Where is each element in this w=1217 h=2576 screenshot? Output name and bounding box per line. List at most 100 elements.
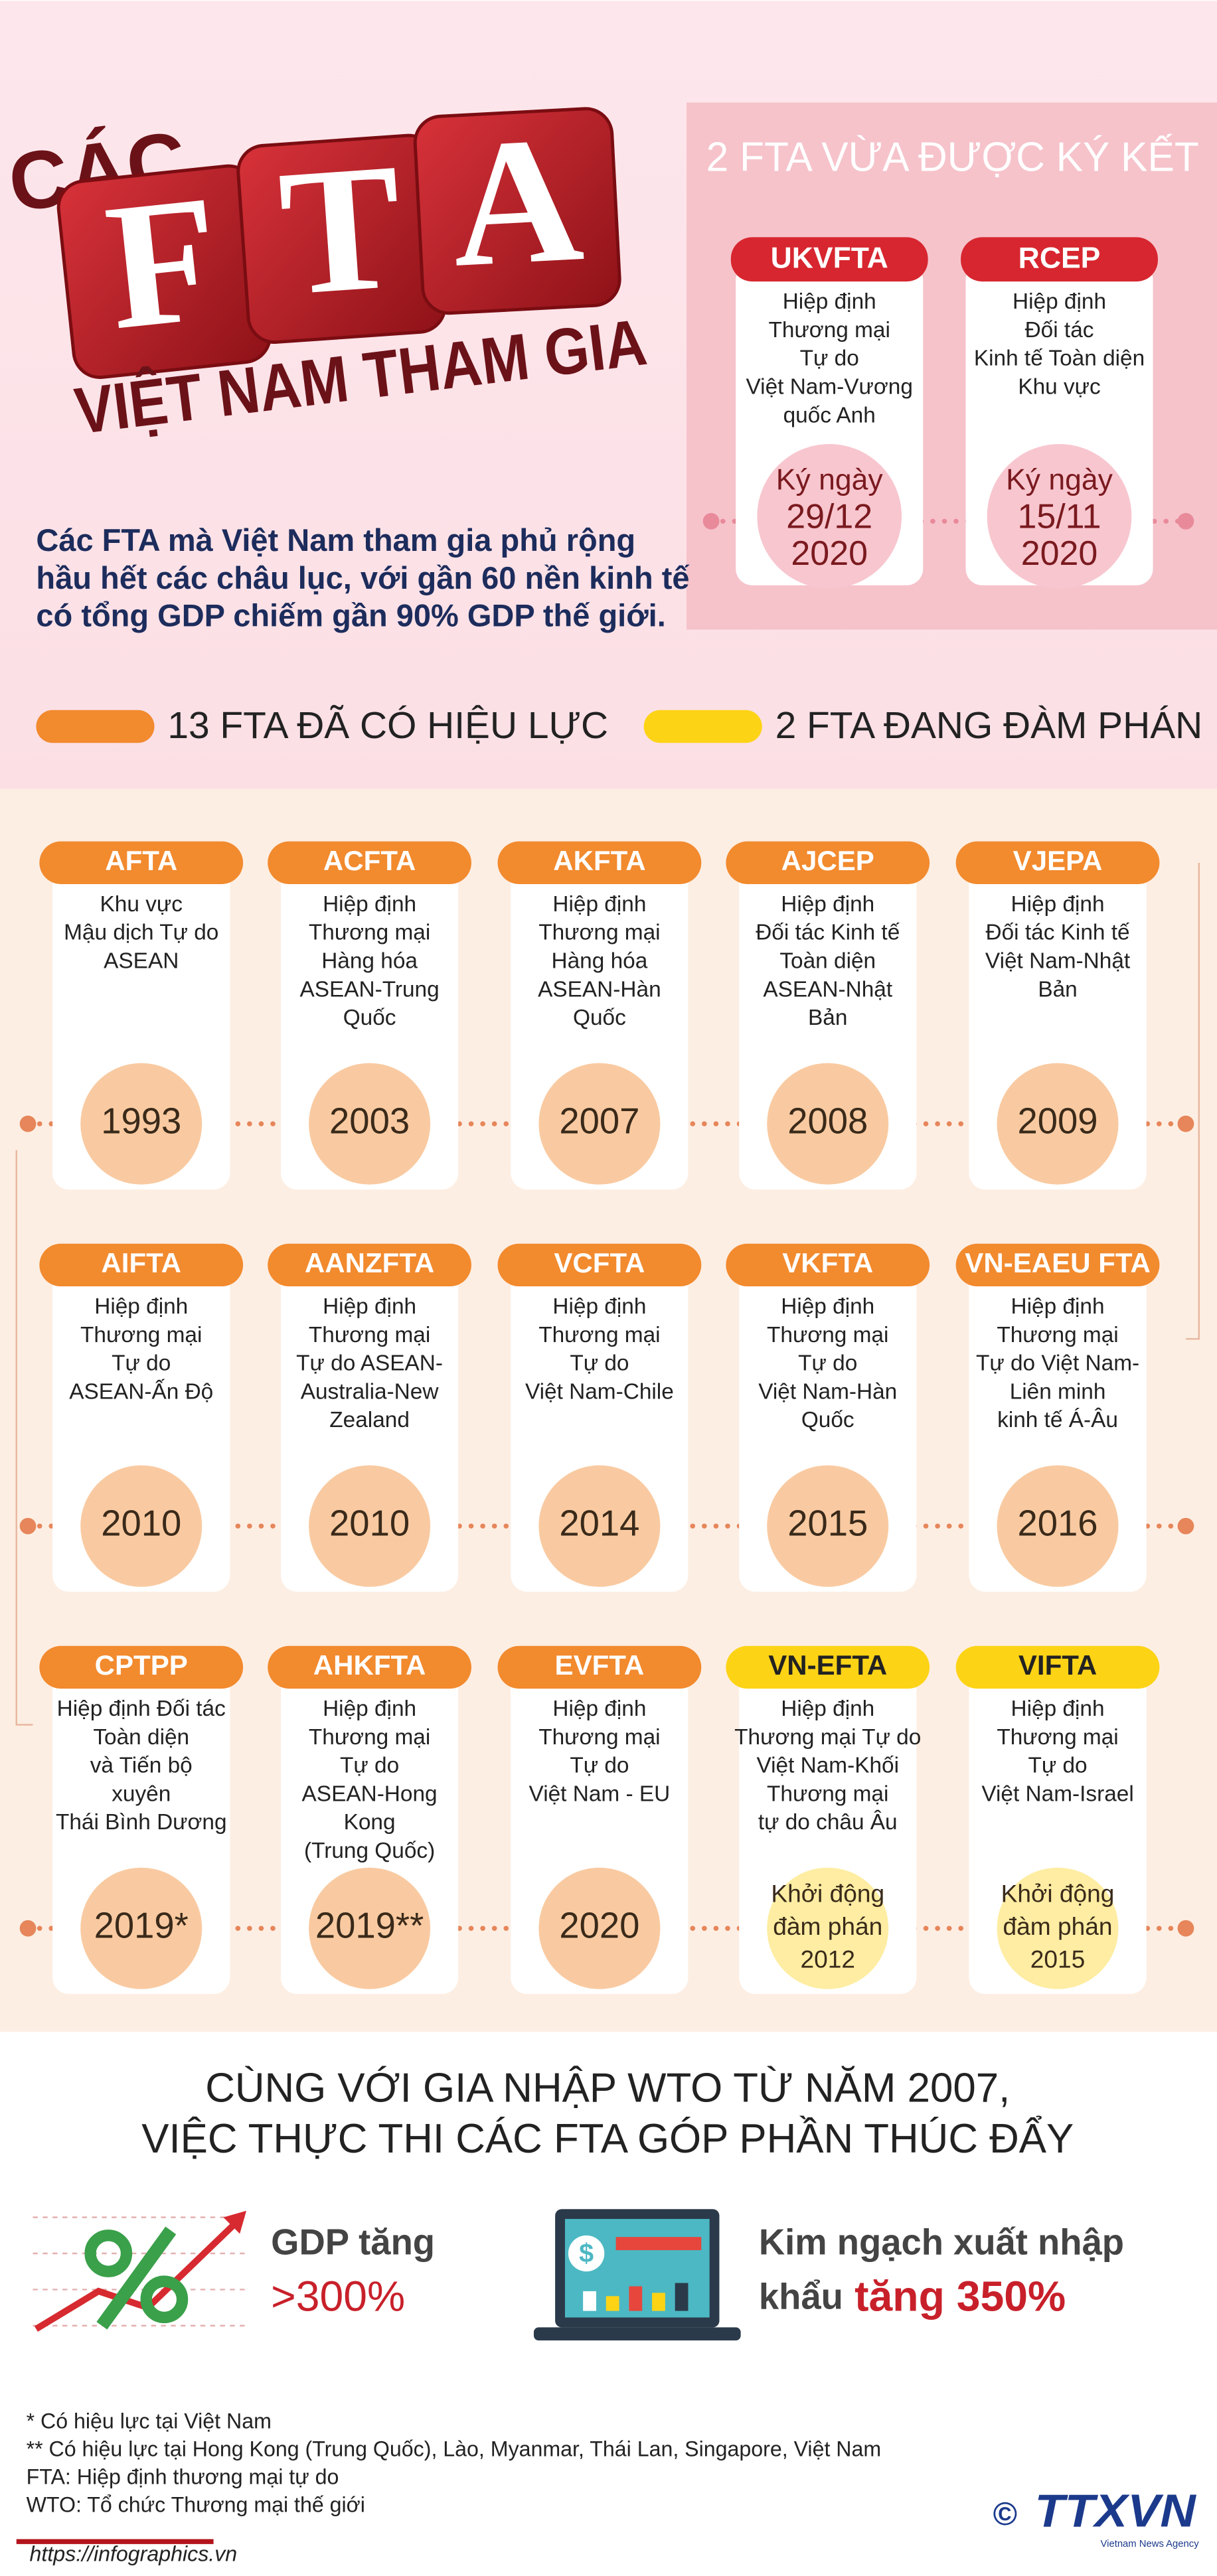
fta-name-pill (955, 841, 1160, 884)
stat-value: tăng 350% (854, 2272, 1066, 2320)
fta-desc: Việt Nam-Chile (525, 1379, 674, 1404)
fta-desc: Kong (344, 1810, 396, 1835)
fta-desc: Toàn diện (93, 1725, 189, 1750)
fta-year: 2019** (315, 1906, 424, 1946)
fta-desc: Hàng hóa (552, 949, 648, 974)
fta-card (281, 861, 459, 1190)
fta-card (511, 1263, 689, 1592)
year-circle (538, 1063, 661, 1185)
signed-date: 2020 (791, 534, 868, 573)
year-circle (80, 1063, 203, 1185)
fta-desc: Tự do (1028, 1754, 1087, 1778)
svg-text:$: $ (579, 2239, 594, 2268)
legend-label: 2 FTA ĐANG ĐÀM PHÁN (775, 704, 1203, 747)
fta-card (969, 861, 1147, 1190)
fta-desc: ASEAN-Ấn Độ (69, 1379, 213, 1404)
fta-name-pill (39, 841, 244, 884)
intro-text: có tổng GDP chiếm gần 90% GDP thế giới. (36, 598, 665, 633)
fta-desc: Việt Nam-Khối (756, 1754, 899, 1778)
connector-lines (15, 862, 1200, 1726)
fta-desc: ASEAN-Nhật (763, 977, 892, 1002)
fta-year: Khởi động (1001, 1880, 1115, 1908)
fta-desc: Zealand (329, 1408, 410, 1432)
fta-name-pill (497, 1243, 702, 1287)
fta-card (52, 1665, 230, 1995)
footnote: FTA: Hiệp định thương mại tự do (27, 2464, 339, 2488)
fta-name: AHKFTA (313, 1649, 426, 1681)
fta-card (52, 861, 230, 1190)
signed-date: 2020 (1021, 534, 1098, 573)
signed-heading: 2 FTA VỪA ĐƯỢC KÝ KẾT (706, 134, 1199, 180)
fta-name: VIFTA (1018, 1649, 1097, 1681)
fta-desc: Thương mại (538, 1323, 660, 1347)
fta-name-pill (726, 841, 930, 884)
fta-desc: (Trung Quốc) (304, 1839, 435, 1863)
title-letter-box: T (236, 125, 447, 344)
signed-date: 29/12 (786, 497, 872, 536)
year-circle (767, 1867, 889, 1989)
year-circle (309, 1465, 431, 1587)
fta-year: 2010 (329, 1503, 410, 1544)
stat-value: >300% (271, 2272, 405, 2320)
fta-year: Khởi động (771, 1880, 884, 1908)
fta-desc: Tự do Việt Nam- (976, 1351, 1139, 1376)
signed-desc: Đối tác (1025, 318, 1094, 342)
intro-text: hầu hết các châu lục, với gần 60 nền kin… (36, 560, 690, 595)
fta-desc: Thương mại (309, 1725, 430, 1750)
fta-card (511, 861, 689, 1190)
fta-desc: Bản (1038, 977, 1077, 1002)
fta-desc: tự do châu Âu (758, 1809, 898, 1835)
title-letter-box: F (56, 157, 272, 379)
footnote: WTO: Tổ chức Thương mại thế giới (27, 2492, 365, 2516)
signed-date: Ký ngày (1006, 464, 1113, 496)
signed-date: Ký ngày (776, 464, 884, 496)
fta-name: VN-EAEU FTA (965, 1247, 1151, 1278)
fta-name: AANZFTA (305, 1247, 434, 1278)
fta-desc: Thương mại (538, 921, 660, 945)
line-end (702, 512, 720, 530)
year-circle (309, 1063, 431, 1185)
fta-card (969, 1263, 1147, 1592)
fta-name: CPTPP (95, 1649, 188, 1681)
year-circle (309, 1867, 431, 1989)
line-end (1177, 1920, 1194, 1937)
stat-label-part: khẩu (759, 2277, 843, 2317)
date-circle (987, 444, 1132, 589)
signed-name-pill (961, 237, 1158, 282)
fta-card (739, 1263, 917, 1592)
fta-desc: Hiệp định (781, 1697, 874, 1721)
fta-card (511, 1665, 689, 1995)
fta-card (739, 1665, 917, 1995)
signed-desc: quốc Anh (783, 403, 876, 427)
fta-card (52, 1263, 230, 1592)
fta-year: 2019* (94, 1906, 189, 1946)
fta-year: 2010 (101, 1503, 181, 1544)
stat-label: Kim ngạch xuất nhập (759, 2222, 1124, 2263)
footer-bar (16, 2539, 214, 2544)
fta-desc: Quốc (801, 1408, 854, 1432)
fta-name-pill (726, 1243, 930, 1287)
fta-desc: Tự do (112, 1351, 171, 1376)
fta-name: EVFTA (555, 1649, 645, 1681)
fta-desc: ASEAN-Hàn (538, 977, 661, 1002)
legend-swatch (36, 710, 155, 743)
fta-name-pill (726, 1645, 930, 1689)
fta-name-pill (268, 1243, 471, 1287)
fta-year: 1993 (101, 1101, 181, 1142)
fta-year: đàm phán (1003, 1912, 1113, 1940)
fta-name: VKFTA (782, 1247, 873, 1278)
fta-card (969, 1665, 1147, 1995)
fta-desc: Tự do ASEAN- (296, 1351, 443, 1376)
fta-desc: Thương mại (767, 1323, 888, 1347)
fta-desc: Hiệp định (1011, 892, 1105, 917)
fta-name-pill (497, 841, 702, 884)
signed-name: UKVFTA (771, 242, 888, 275)
fta-desc: Hiệp định (1011, 1697, 1105, 1721)
fta-desc: Tự do (570, 1754, 629, 1778)
fta-desc: Tự do (340, 1754, 399, 1778)
stat-label: GDP tăng (271, 2222, 435, 2263)
fta-desc: Hiệp định (781, 1294, 874, 1319)
fta-desc: Mậu dịch Tự do (64, 921, 218, 945)
fta-year: 2015 (787, 1503, 868, 1544)
fta-desc: Hiệp định (552, 1294, 646, 1319)
